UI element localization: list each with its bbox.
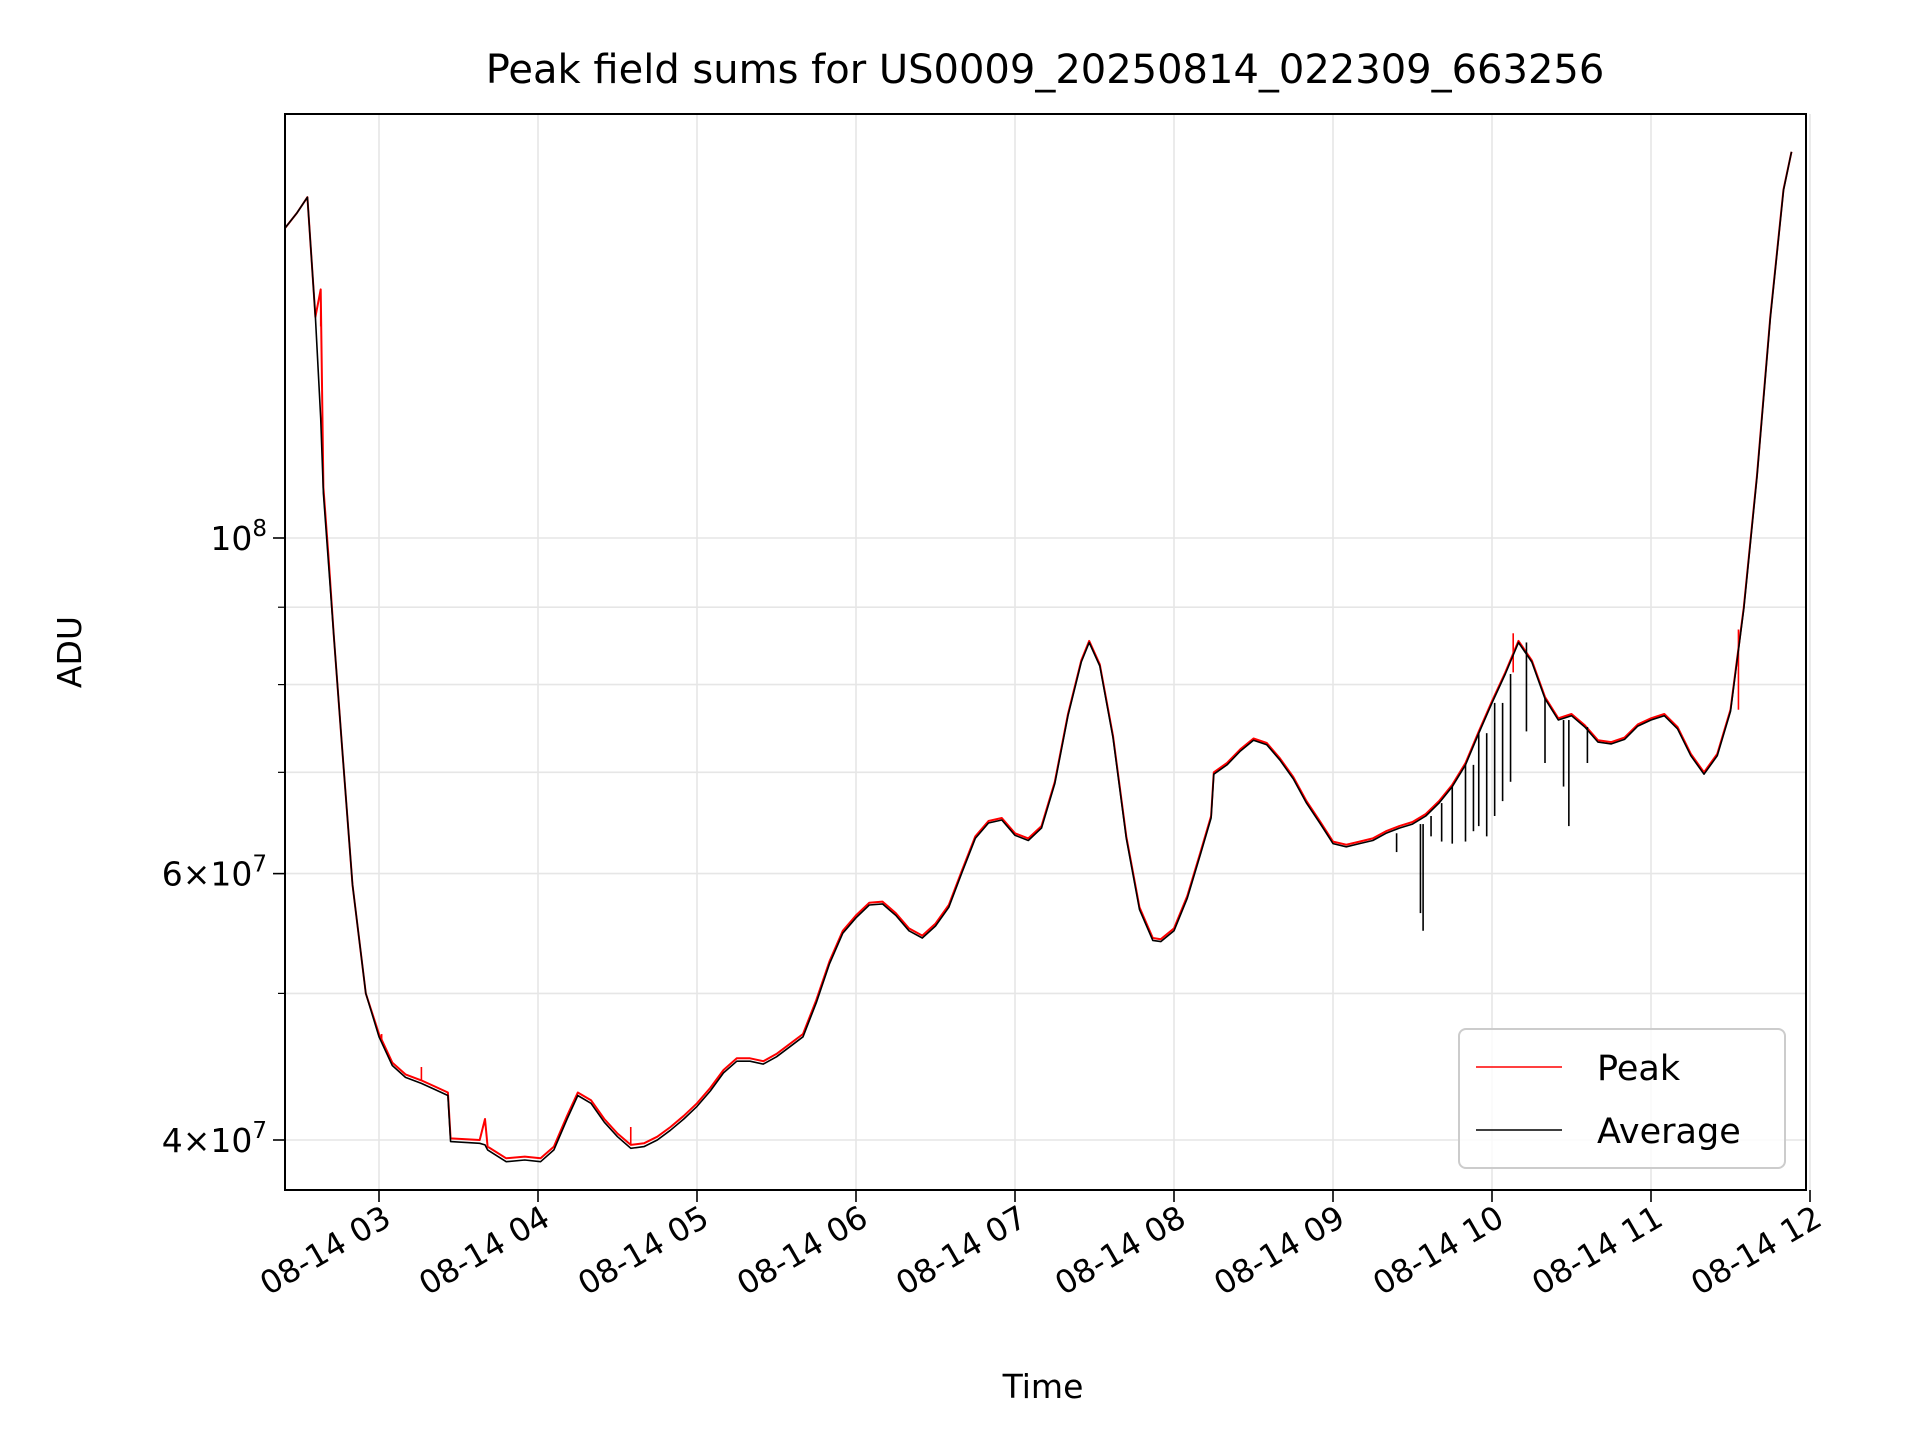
y-tick-label: 108 <box>210 516 267 558</box>
legend-box <box>1458 1028 1786 1169</box>
legend-label-average: Average <box>1597 1112 1741 1152</box>
plot-frame <box>284 113 1807 1191</box>
chart-title: Peak field sums for US0009_20250814_0223… <box>486 47 1605 93</box>
legend: Peak Average <box>1458 1028 1786 1169</box>
y-tick-label: 4×107 <box>162 1118 267 1160</box>
series-lines <box>285 151 1793 1163</box>
series-line-average <box>285 151 1793 1163</box>
legend-label-peak: Peak <box>1597 1049 1681 1089</box>
y-tick-label: 6×107 <box>162 852 267 894</box>
y-axis-label: ADU <box>50 616 89 688</box>
series-line-peak <box>285 151 1793 1160</box>
x-axis-label: Time <box>1002 1367 1084 1406</box>
